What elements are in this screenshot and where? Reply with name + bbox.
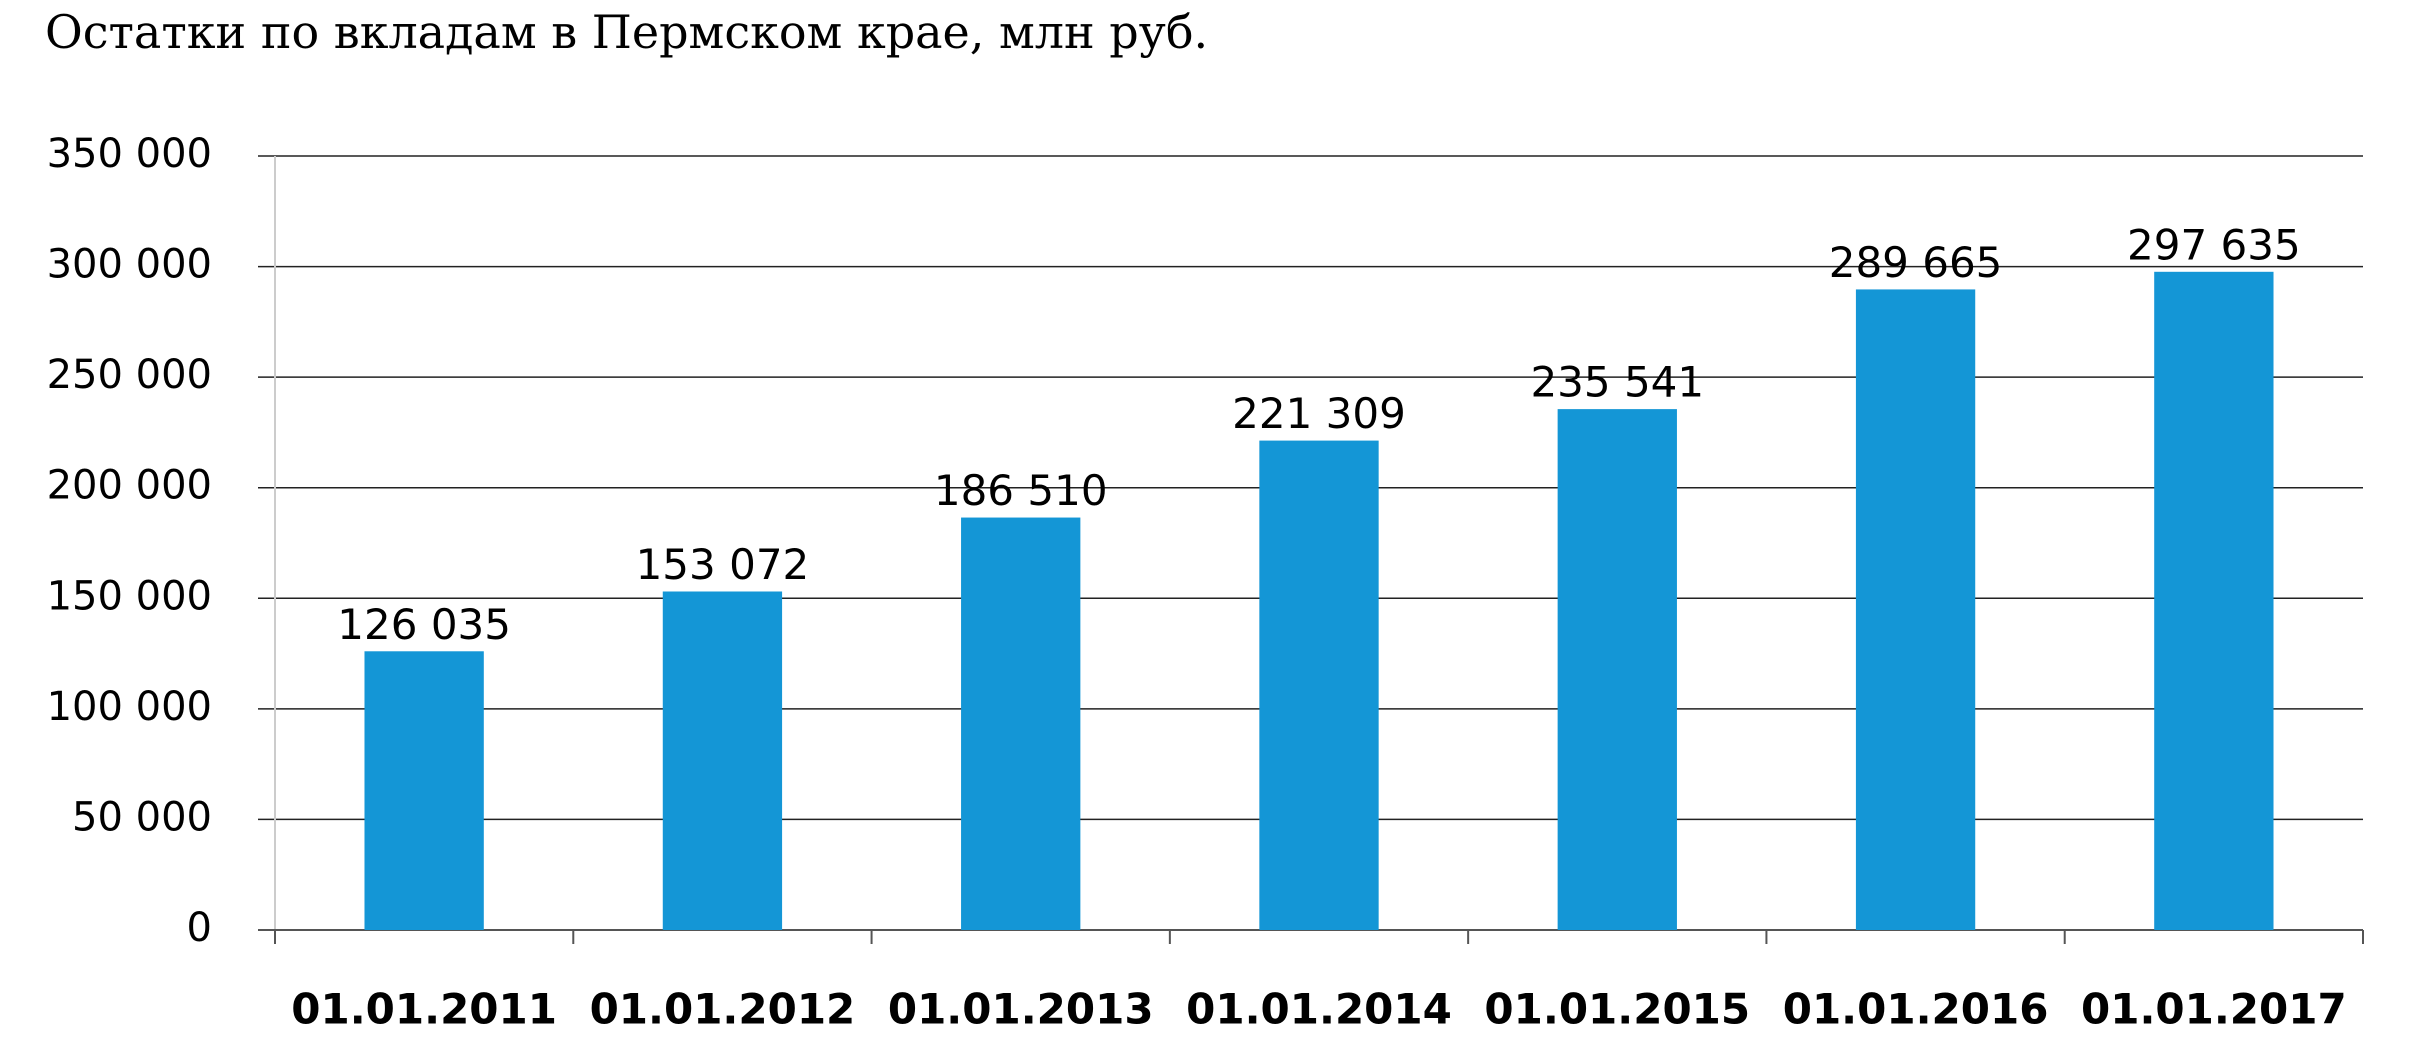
y-tick-label: 350 000 — [47, 131, 212, 177]
chart-title: Остатки по вкладам в Пермском крае, млн … — [45, 5, 1208, 59]
x-tick-label: 01.01.2015 — [1484, 985, 1750, 1034]
value-label: 153 072 — [636, 540, 810, 589]
x-tick-label: 01.01.2016 — [1783, 985, 2049, 1034]
x-tick-label: 01.01.2011 — [291, 985, 557, 1034]
y-tick-label: 150 000 — [47, 573, 212, 619]
y-tick-label: 50 000 — [72, 794, 212, 840]
value-label: 289 665 — [1829, 238, 2003, 287]
bar — [1557, 409, 1677, 930]
bar — [662, 591, 783, 930]
bar — [1259, 440, 1379, 930]
x-tick-label: 01.01.2012 — [590, 985, 856, 1034]
y-tick-label: 250 000 — [47, 352, 212, 398]
bar — [2154, 271, 2274, 930]
y-tick-label: 100 000 — [47, 684, 212, 730]
value-label: 221 309 — [1232, 389, 1406, 438]
value-label: 297 635 — [2127, 220, 2301, 269]
value-label: 186 510 — [934, 466, 1108, 515]
x-tick-label: 01.01.2017 — [2081, 985, 2347, 1034]
y-tick-label: 300 000 — [47, 242, 212, 288]
y-tick-label: 200 000 — [47, 463, 212, 509]
x-tick-label: 01.01.2013 — [888, 985, 1154, 1034]
value-label: 126 035 — [337, 600, 511, 649]
bar — [961, 517, 1081, 930]
bar — [364, 651, 484, 930]
x-tick-label: 01.01.2014 — [1186, 985, 1452, 1034]
y-tick-label: 0 — [187, 905, 212, 951]
value-label: 235 541 — [1530, 358, 1704, 407]
bar — [1855, 289, 1976, 931]
